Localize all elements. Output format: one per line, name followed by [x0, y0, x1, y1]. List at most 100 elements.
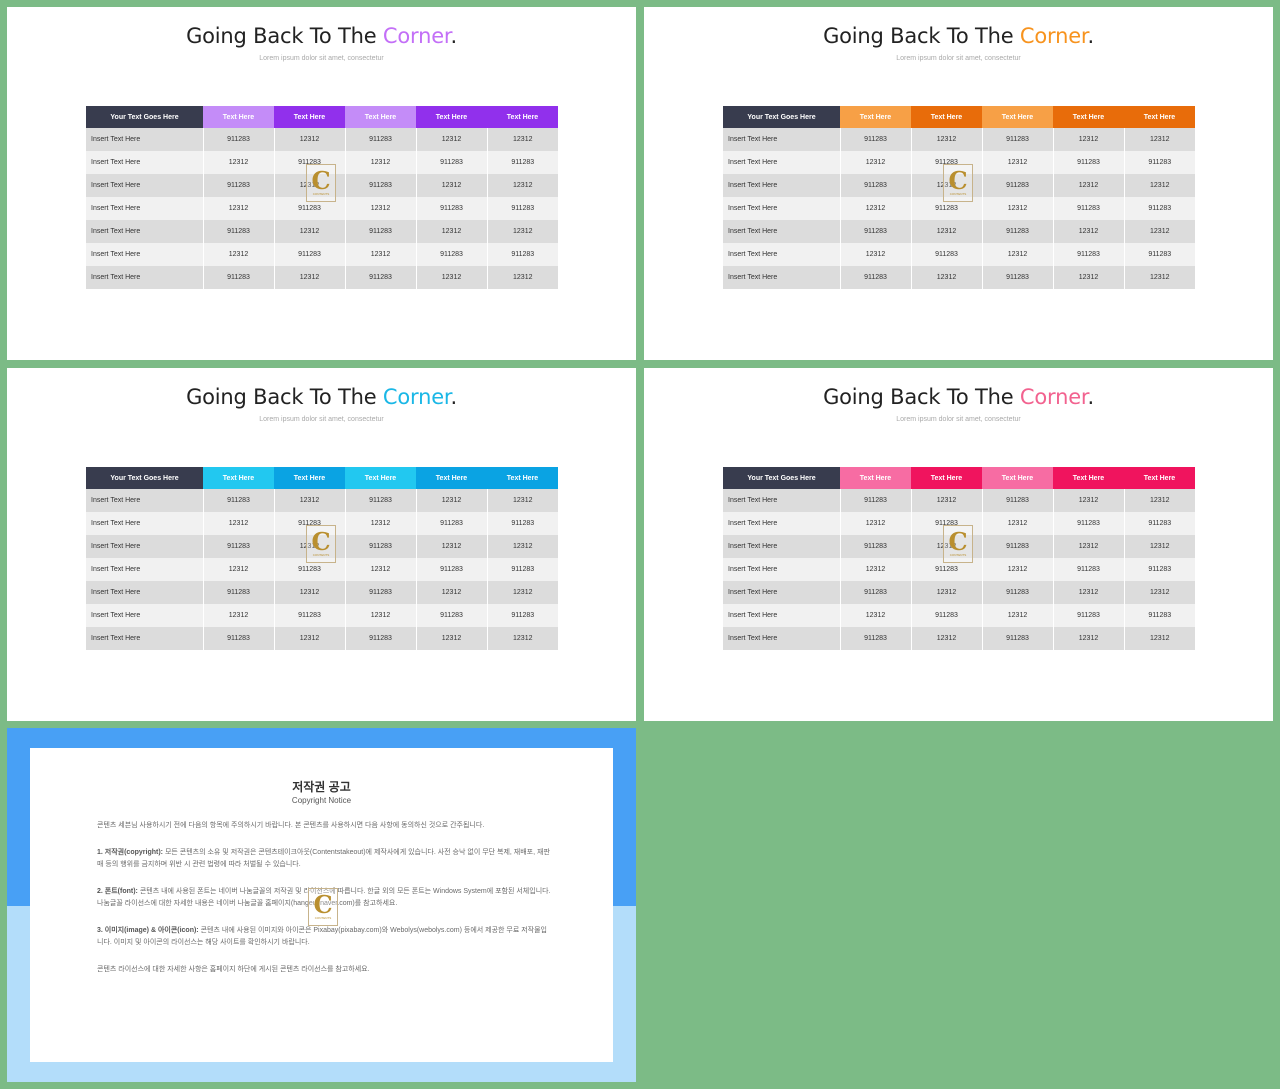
- table-header-cell: Text Here: [1053, 467, 1124, 489]
- table-cell: 12312: [1053, 627, 1125, 650]
- table-cell: 12312: [1124, 220, 1195, 243]
- row-label-cell: Insert Text Here: [723, 604, 841, 627]
- table-cell: 12312: [274, 128, 346, 151]
- table-cell: 12312: [1053, 535, 1125, 558]
- table-cell: 911283: [203, 581, 275, 604]
- table-cell: 12312: [274, 266, 346, 289]
- table-cell: 911283: [1124, 151, 1195, 174]
- table-header-first: Your Text Goes Here: [86, 106, 203, 128]
- table-cell: 12312: [1053, 174, 1125, 197]
- slide-subtitle: Lorem ipsum dolor sit amet, consectetur: [259, 55, 384, 62]
- watermark-letter: C: [311, 166, 331, 195]
- table-cell: 12312: [982, 604, 1054, 627]
- table-cell: 911283: [416, 197, 488, 220]
- table-cell: 12312: [982, 151, 1054, 174]
- table-cell: 12312: [487, 581, 558, 604]
- watermark-logo: C CONTENTS: [943, 525, 973, 563]
- table-cell: 12312: [982, 197, 1054, 220]
- copyright-notice-slide: 저작권 공고 Copyright Notice 콘텐츠 세븐님 사용하시기 전에…: [7, 728, 636, 1082]
- table-cell: 12312: [1053, 128, 1125, 151]
- table-row: Insert Text Here 911283 12312 911283 12312 12…: [86, 220, 558, 243]
- table-cell: 12312: [1053, 489, 1125, 512]
- watermark-text: CONTENTS: [949, 192, 967, 196]
- title-prefix: Going Back To The: [186, 385, 383, 409]
- watermark-letter: C: [948, 166, 968, 195]
- table-cell: 12312: [1124, 581, 1195, 604]
- watermark-text: CONTENTS: [314, 916, 332, 920]
- table-row: Insert Text Here 12312 911283 12312 911283 91…: [723, 604, 1195, 627]
- row-label-cell: Insert Text Here: [723, 489, 841, 512]
- table-cell: 12312: [1124, 266, 1195, 289]
- data-table: Your Text Goes Here Text Here Text Here Tex…: [86, 467, 558, 650]
- table-cell: 911283: [345, 535, 417, 558]
- table-cell: 911283: [345, 128, 417, 151]
- table-row: Insert Text Here 911283 12312 911283 12312 12…: [723, 581, 1195, 604]
- table-row: Insert Text Here 12312 911283 12312 911283 91…: [86, 558, 558, 581]
- row-label-cell: Insert Text Here: [723, 581, 841, 604]
- table-cell: 911283: [274, 243, 346, 266]
- row-label-cell: Insert Text Here: [723, 174, 841, 197]
- watermark-text: CONTENTS: [949, 553, 967, 557]
- notice-outro: 콘텐츠 라이선스에 대한 자세한 사항은 홈페이지 하단에 게시된 콘텐츠 라이…: [97, 965, 370, 973]
- watermark-logo: C CONTENTS: [943, 164, 973, 202]
- slide-title: Going Back To The Corner.: [644, 385, 1273, 409]
- table-cell: 911283: [203, 535, 275, 558]
- table-cell: 12312: [416, 266, 488, 289]
- table-cell: 12312: [911, 489, 983, 512]
- notice-item-text: 콘텐츠 내에 사용된 이미지와 아이콘은 Pixabay(pixabay.com…: [97, 926, 547, 947]
- table-cell: 12312: [203, 243, 275, 266]
- table-cell: 911283: [982, 627, 1054, 650]
- data-table: Your Text Goes Here Text Here Text Here Tex…: [723, 106, 1195, 289]
- slide-subtitle: Lorem ipsum dolor sit amet, consectetur: [259, 416, 384, 423]
- notice-card: 저작권 공고 Copyright Notice 콘텐츠 세븐님 사용하시기 전에…: [30, 748, 613, 1062]
- table-header-cell: Text Here: [345, 467, 416, 489]
- table-row: Insert Text Here 12312 911283 12312 911283 91…: [86, 604, 558, 627]
- table-row: Insert Text Here 911283 12312 911283 12312 12…: [723, 128, 1195, 151]
- table-cell: 911283: [345, 627, 417, 650]
- table-cell: 911283: [487, 512, 558, 535]
- row-label-cell: Insert Text Here: [723, 512, 841, 535]
- title-accent: Corner: [1019, 385, 1088, 409]
- data-table: Your Text Goes Here Text Here Text Here Tex…: [723, 467, 1195, 650]
- table-cell: 12312: [487, 174, 558, 197]
- watermark-logo: C CONTENTS: [306, 164, 336, 202]
- table-header-first: Your Text Goes Here: [723, 106, 840, 128]
- row-label-cell: Insert Text Here: [723, 197, 841, 220]
- row-label-cell: Insert Text Here: [86, 266, 204, 289]
- table-header-cell: Text Here: [274, 106, 345, 128]
- table-header-cell: Text Here: [1053, 106, 1124, 128]
- table-cell: 911283: [982, 174, 1054, 197]
- table-cell: 12312: [911, 128, 983, 151]
- table-cell: 12312: [982, 512, 1054, 535]
- table-cell: 12312: [203, 197, 275, 220]
- table-cell: 911283: [1053, 604, 1125, 627]
- table-cell: 911283: [840, 220, 912, 243]
- table-cell: 911283: [911, 243, 983, 266]
- row-label-cell: Insert Text Here: [86, 174, 204, 197]
- row-label-cell: Insert Text Here: [86, 558, 204, 581]
- table-cell: 12312: [1124, 627, 1195, 650]
- table-header-cell: Text Here: [1124, 467, 1195, 489]
- table-cell: 911283: [274, 197, 346, 220]
- table-row: Insert Text Here 911283 12312 911283 12312 12…: [86, 174, 558, 197]
- table-cell: 12312: [203, 512, 275, 535]
- table-header-cell: Text Here: [982, 106, 1053, 128]
- table-cell: 12312: [345, 558, 417, 581]
- row-label-cell: Insert Text Here: [723, 627, 841, 650]
- table-cell: 12312: [840, 558, 912, 581]
- table-cell: 12312: [911, 220, 983, 243]
- title-prefix: Going Back To The: [823, 385, 1020, 409]
- table-row: Insert Text Here 12312 911283 12312 911283 91…: [86, 512, 558, 535]
- watermark-letter: C: [311, 527, 331, 556]
- table-cell: 911283: [911, 197, 983, 220]
- row-label-cell: Insert Text Here: [723, 151, 841, 174]
- slide-2: Going Back To The Corner. Lorem ipsum do…: [644, 7, 1273, 360]
- table-row: Insert Text Here 12312 911283 12312 911283 91…: [86, 197, 558, 220]
- table-cell: 911283: [416, 243, 488, 266]
- row-label-cell: Insert Text Here: [86, 243, 204, 266]
- table-cell: 12312: [345, 197, 417, 220]
- table-cell: 911283: [1053, 512, 1125, 535]
- table-cell: 12312: [274, 174, 346, 197]
- table-cell: 12312: [840, 243, 912, 266]
- table-row: Insert Text Here 911283 12312 911283 12312 12…: [723, 489, 1195, 512]
